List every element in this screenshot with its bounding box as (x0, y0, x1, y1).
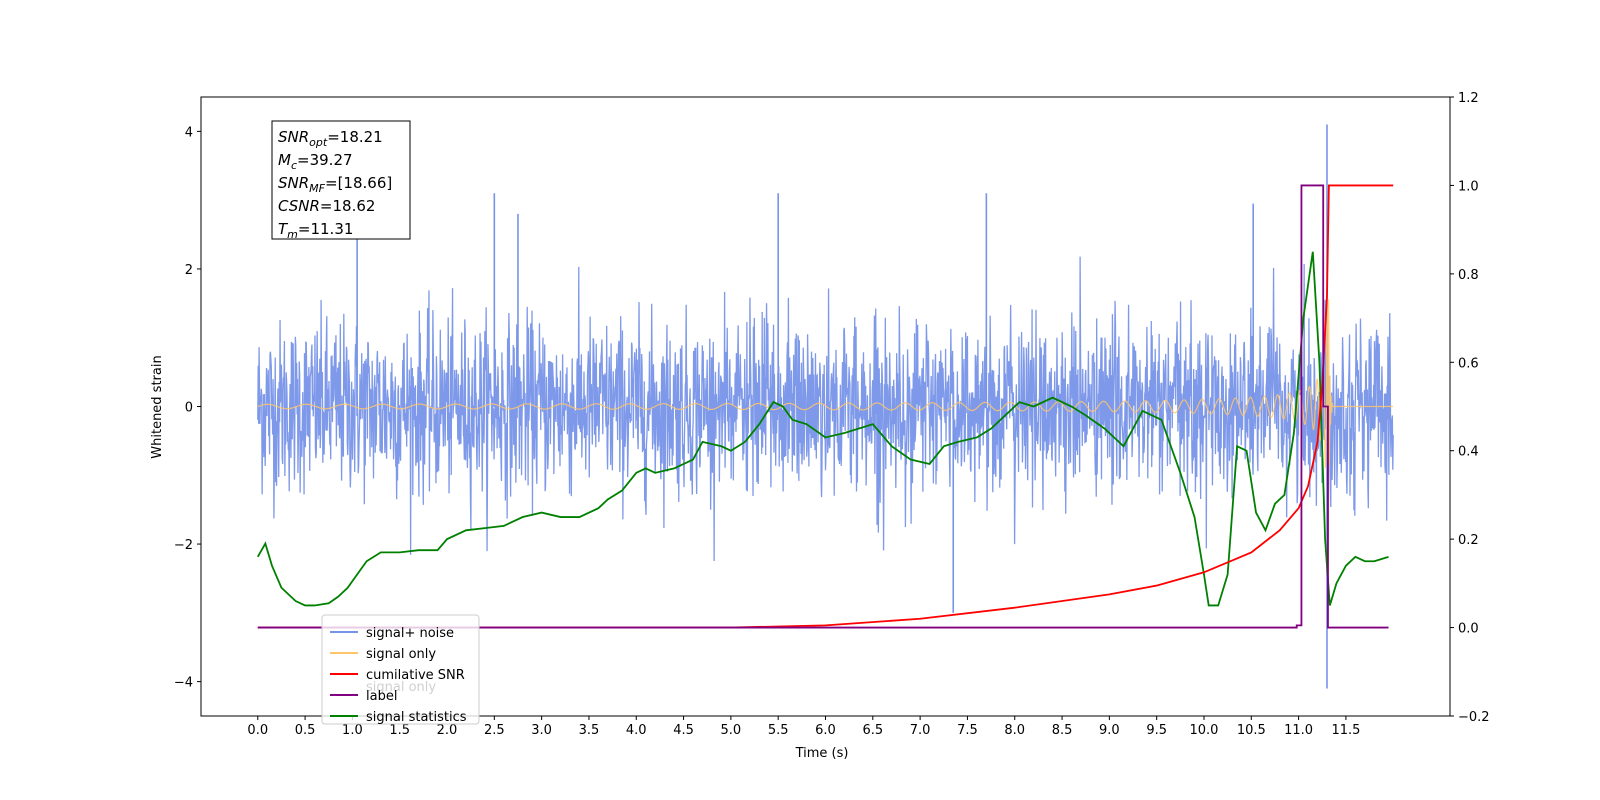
info-subscript: MF (309, 182, 325, 195)
legend-label: signal statistics (366, 710, 467, 725)
info-line: SNRopt=18.21 (278, 128, 383, 149)
x-tick-label: 1.0 (342, 723, 363, 738)
series-label (257, 184, 1389, 629)
x-tick-label: 5.5 (768, 723, 789, 738)
info-value: =11.31 (298, 220, 354, 238)
signal-statistics-line (256, 251, 1389, 607)
info-subscript: c (291, 159, 297, 172)
info-line: Mc=39.27 (278, 151, 353, 172)
info-value: =18.62 (320, 197, 376, 215)
series-layer (256, 124, 1394, 689)
x-tick-label: 6.0 (815, 723, 836, 738)
y2-tick-label: 0.6 (1458, 356, 1479, 371)
info-subscript: m (287, 228, 298, 241)
y-axis-left: 4 2 0 −2 −4 (174, 125, 201, 691)
x-tick-label: 10.5 (1237, 723, 1266, 738)
x-tick-label: 4.5 (673, 723, 694, 738)
x-axis: 0.0 0.5 1.0 1.5 2.0 2.5 3.0 3.5 4.0 4.5 5.0 5.5 6.0 6… (247, 716, 1360, 738)
legend-label: signal only (366, 647, 436, 662)
y-tick-label: −4 (174, 676, 193, 691)
x-tick-label: 1.5 (389, 723, 410, 738)
y-axis-label: Whitened strain (150, 355, 165, 458)
x-tick-label: 9.0 (1099, 723, 1120, 738)
x-tick-label: 11.5 (1331, 723, 1360, 738)
y-axis-right: 1.2 1.0 0.8 0.6 0.4 0.2 0.0 −0.2 (1450, 91, 1490, 725)
x-tick-label: 2.5 (484, 723, 505, 738)
x-tick-label: 5.0 (721, 723, 742, 738)
x-axis-label: Time (s) (795, 746, 849, 761)
label-line (257, 184, 1389, 629)
x-tick-label: 2.0 (437, 723, 458, 738)
x-tick-label: 8.5 (1052, 723, 1073, 738)
legend-label: signal+ noise (366, 626, 454, 641)
y2-tick-label: 0.8 (1458, 268, 1479, 283)
legend-label: label (366, 689, 397, 704)
y2-tick-label: 0.4 (1458, 445, 1479, 460)
y-tick-label: 0 (185, 401, 193, 416)
info-symbol: T (278, 220, 289, 238)
series-signal-statistics (256, 251, 1389, 607)
signal-noise-line (257, 256, 1394, 562)
info-value: =39.27 (297, 151, 353, 169)
info-symbol: SNR (278, 174, 309, 192)
y2-tick-label: 1.0 (1458, 179, 1479, 194)
info-symbol: M (278, 151, 291, 169)
y2-tick-label: −0.2 (1458, 710, 1490, 725)
x-tick-label: 4.0 (626, 723, 647, 738)
x-tick-label: 0.5 (295, 723, 316, 738)
info-box: SNRopt=18.21Mc=39.27SNRMF=[18.66]CSNR=18… (271, 120, 411, 241)
y-tick-label: 2 (185, 263, 193, 278)
info-value: =[18.66] (325, 174, 392, 192)
legend-hidden-fragment: signal only (366, 680, 436, 695)
legend-label: cumilative SNR (366, 668, 465, 683)
series-signal-only (257, 291, 1394, 598)
x-tick-label: 10.0 (1190, 723, 1219, 738)
info-line: CSNR=18.62 (278, 197, 375, 215)
y2-tick-label: 0.0 (1458, 622, 1479, 637)
info-line: SNRMF=[18.66] (278, 174, 392, 195)
x-tick-label: 0.0 (247, 723, 268, 738)
x-tick-label: 6.5 (862, 723, 883, 738)
info-symbol: CSNR (278, 197, 320, 215)
info-value: =18.21 (327, 128, 383, 146)
y2-tick-label: 1.2 (1458, 91, 1479, 106)
x-tick-label: 3.5 (579, 723, 600, 738)
x-tick-label: 8.0 (1004, 723, 1025, 738)
signal-only-line (257, 291, 1394, 598)
x-tick-label: 7.5 (957, 723, 978, 738)
x-tick-label: 11.0 (1284, 723, 1313, 738)
x-tick-label: 9.5 (1146, 723, 1167, 738)
x-tick-label: 3.0 (531, 723, 552, 738)
y2-tick-label: 0.2 (1458, 533, 1479, 548)
info-symbol: SNR (278, 128, 309, 146)
x-tick-label: 7.0 (910, 723, 931, 738)
y-tick-label: 4 (185, 125, 193, 140)
info-line: Tm=11.31 (278, 220, 353, 241)
y-tick-label: −2 (174, 538, 193, 553)
info-subscript: opt (309, 136, 328, 149)
